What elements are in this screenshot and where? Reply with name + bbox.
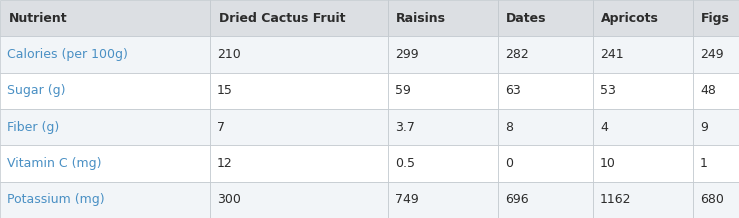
Text: Vitamin C (mg): Vitamin C (mg)	[7, 157, 101, 170]
Text: Nutrient: Nutrient	[9, 12, 68, 25]
Bar	[693, 73, 739, 109]
Bar	[0, 145, 210, 182]
Text: 12: 12	[217, 157, 233, 170]
Text: 249: 249	[700, 48, 723, 61]
Bar	[388, 182, 498, 218]
Text: 10: 10	[600, 157, 616, 170]
Text: 48: 48	[700, 84, 716, 97]
Text: 300: 300	[217, 193, 241, 206]
Text: 8: 8	[505, 121, 513, 134]
Bar	[0, 73, 210, 109]
Text: Sugar (g): Sugar (g)	[7, 84, 66, 97]
Text: 0.5: 0.5	[395, 157, 415, 170]
Bar	[593, 73, 693, 109]
Bar	[388, 109, 498, 145]
Bar	[593, 145, 693, 182]
Text: 282: 282	[505, 48, 528, 61]
Bar	[693, 109, 739, 145]
Bar	[593, 109, 693, 145]
Bar	[693, 182, 739, 218]
Bar	[210, 145, 388, 182]
Bar	[498, 145, 593, 182]
Bar	[0, 0, 210, 36]
Bar	[693, 145, 739, 182]
Text: 299: 299	[395, 48, 418, 61]
Text: Figs: Figs	[701, 12, 729, 25]
Text: 4: 4	[600, 121, 608, 134]
Text: 15: 15	[217, 84, 233, 97]
Text: 7: 7	[217, 121, 225, 134]
Text: Dried Cactus Fruit: Dried Cactus Fruit	[219, 12, 345, 25]
Bar	[0, 109, 210, 145]
Bar	[498, 36, 593, 73]
Text: Dates: Dates	[506, 12, 546, 25]
Text: 1: 1	[700, 157, 708, 170]
Bar	[0, 36, 210, 73]
Bar	[498, 109, 593, 145]
Bar	[388, 73, 498, 109]
Bar	[498, 0, 593, 36]
Bar	[693, 0, 739, 36]
Text: 3.7: 3.7	[395, 121, 415, 134]
Text: 59: 59	[395, 84, 411, 97]
Text: 63: 63	[505, 84, 521, 97]
Bar	[210, 36, 388, 73]
Bar	[210, 73, 388, 109]
Bar	[388, 36, 498, 73]
Text: 241: 241	[600, 48, 624, 61]
Text: Apricots: Apricots	[601, 12, 659, 25]
Bar	[210, 182, 388, 218]
Text: 696: 696	[505, 193, 528, 206]
Text: 53: 53	[600, 84, 616, 97]
Bar	[498, 182, 593, 218]
Bar	[388, 0, 498, 36]
Text: 0: 0	[505, 157, 513, 170]
Text: 749: 749	[395, 193, 419, 206]
Bar	[593, 36, 693, 73]
Text: 680: 680	[700, 193, 724, 206]
Text: Potassium (mg): Potassium (mg)	[7, 193, 105, 206]
Bar	[388, 145, 498, 182]
Bar	[593, 182, 693, 218]
Bar	[210, 109, 388, 145]
Text: Fiber (g): Fiber (g)	[7, 121, 59, 134]
Text: 9: 9	[700, 121, 708, 134]
Text: 210: 210	[217, 48, 241, 61]
Bar	[693, 36, 739, 73]
Text: Calories (per 100g): Calories (per 100g)	[7, 48, 128, 61]
Bar	[0, 182, 210, 218]
Bar	[498, 73, 593, 109]
Text: Raisins: Raisins	[396, 12, 446, 25]
Bar	[593, 0, 693, 36]
Bar	[210, 0, 388, 36]
Text: 1162: 1162	[600, 193, 632, 206]
